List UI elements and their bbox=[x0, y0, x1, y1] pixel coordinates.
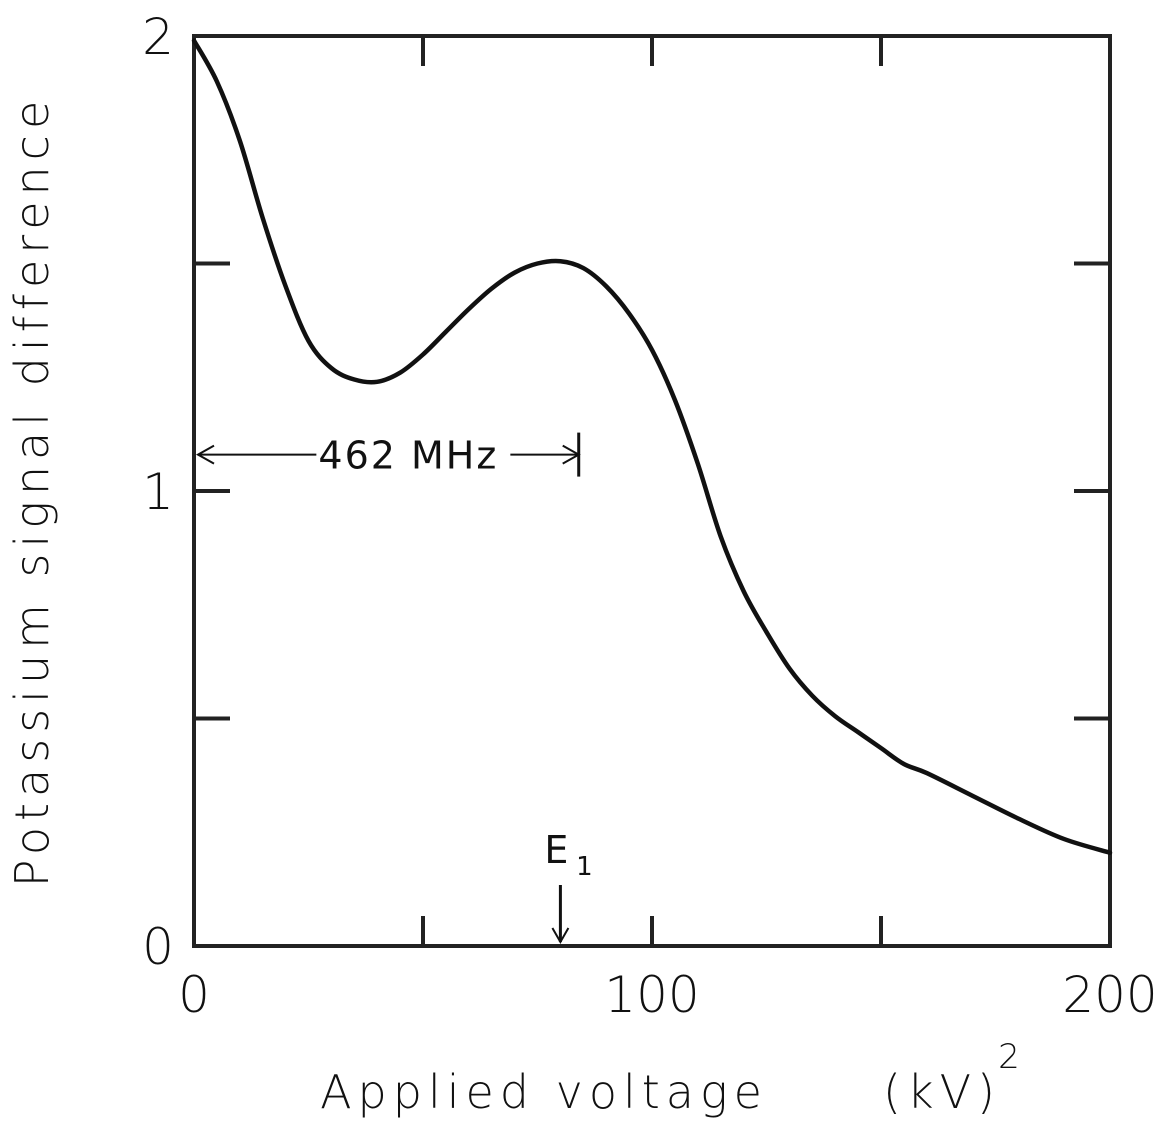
x-axis-title: Applied voltage bbox=[320, 1065, 768, 1119]
y-tick-label: 0 bbox=[142, 918, 174, 976]
span-arrowhead-left bbox=[195, 444, 215, 465]
x-tick-label: 0 bbox=[178, 966, 210, 1024]
e1-arrowhead bbox=[551, 927, 570, 945]
y-axis-title: Potassium signal difference bbox=[5, 95, 59, 887]
span-label: 462 MHz bbox=[318, 434, 498, 478]
e1-subscript: 1 bbox=[576, 852, 593, 882]
plot-frame bbox=[192, 34, 1112, 948]
x-axis-unit: (kV) bbox=[883, 1065, 1001, 1119]
x-tick-label: 100 bbox=[604, 966, 699, 1024]
y-tick-labels: 0 1 2 bbox=[142, 8, 174, 976]
span-annotation: 462 MHz bbox=[195, 432, 581, 478]
y-tick-label: 1 bbox=[142, 463, 174, 521]
x-tick-label: 200 bbox=[1062, 966, 1156, 1024]
x-axis-unit-exponent: 2 bbox=[998, 1037, 1026, 1077]
y-tick-label: 2 bbox=[142, 8, 174, 66]
e1-label: E bbox=[544, 828, 568, 872]
e1-marker: E 1 bbox=[544, 828, 593, 945]
series-line bbox=[191, 38, 1113, 855]
x-tick-labels: 0 100 200 bbox=[178, 966, 1156, 1024]
axis-ticks bbox=[194, 36, 1110, 946]
